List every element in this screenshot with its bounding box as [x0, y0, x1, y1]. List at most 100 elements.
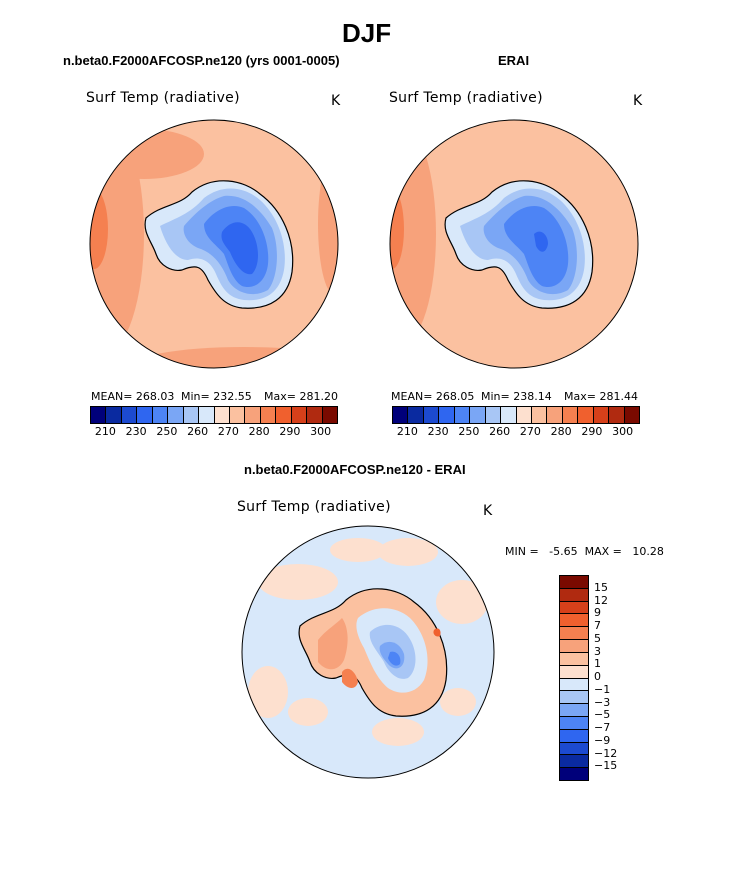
diff-colorbar-swatch — [560, 716, 588, 730]
model-colorbar-swatch — [106, 407, 122, 423]
obs-colorbar-swatch — [485, 407, 502, 423]
model-colorbar-swatch — [91, 407, 107, 423]
diff-colorbar-tick-label: 15 — [594, 580, 608, 594]
obs-units-label: K — [633, 93, 643, 109]
model-colorbar-tick-label: 260 — [187, 425, 209, 438]
obs-colorbar-swatch — [470, 407, 486, 423]
diff-colorbar-tick-label: −12 — [594, 746, 618, 760]
obs-min-stat: Min= 238.14 — [481, 390, 552, 403]
model-colorbar-swatch — [152, 407, 169, 423]
obs-colorbar-swatch — [624, 407, 639, 423]
obs-colorbar-swatch — [439, 407, 455, 423]
obs-variable-label: Surf Temp (radiative) — [389, 90, 543, 106]
model-max-stat: Max= 281.20 — [264, 390, 338, 403]
model-mean-stat: MEAN= 268.03 — [91, 390, 175, 403]
model-colorbar-swatch — [199, 407, 215, 423]
diff-colorbar-swatch — [560, 601, 588, 615]
model-colorbar-tick-label: 250 — [156, 425, 178, 438]
diff-colorbar-tick-label: 0 — [594, 670, 601, 683]
diff-colorbar-tick-label: −5 — [594, 708, 611, 722]
model-colorbar-tick-label: 290 — [279, 425, 301, 438]
model-units-label: K — [331, 93, 341, 109]
model-colorbar-swatch — [229, 407, 246, 423]
obs-colorbar-tick-label: 280 — [550, 425, 572, 438]
season-title: DJF — [342, 18, 392, 48]
model-colorbar-swatch — [245, 407, 261, 423]
diff-polar-map — [241, 525, 495, 779]
diff-colorbar-tick-label: 7 — [594, 619, 601, 632]
obs-panel-title: ERAI — [498, 53, 530, 68]
obs-colorbar-swatch — [593, 407, 610, 423]
diff-colorbar-tick-label: 9 — [594, 606, 601, 620]
obs-colorbar-swatch — [547, 407, 563, 423]
diff-colorbar-tick-label: 3 — [594, 644, 601, 658]
obs-colorbar-swatch — [393, 407, 409, 423]
diff-colorbar-tick-label: 12 — [594, 593, 608, 607]
obs-colorbar-swatch — [454, 407, 471, 423]
model-min-stat: Min= 232.55 — [181, 390, 252, 403]
obs-colorbar-tick-label: 300 — [612, 425, 634, 438]
model-colorbar — [90, 406, 338, 424]
obs-colorbar-tick-label: 230 — [427, 425, 449, 438]
obs-mean-stat: MEAN= 268.05 — [391, 390, 475, 403]
obs-polar-map — [389, 119, 639, 369]
diff-variable-label: Surf Temp (radiative) — [237, 499, 391, 515]
obs-colorbar-swatch — [516, 407, 532, 423]
obs-colorbar-tick-label: 250 — [458, 425, 480, 438]
diff-colorbar-tick-label: −3 — [594, 695, 611, 709]
model-colorbar-swatch — [260, 407, 277, 423]
diff-panel-title: n.beta0.F2000AFCOSP.ne120 - ERAI — [244, 462, 466, 477]
model-colorbar-tick-label: 210 — [94, 425, 116, 438]
obs-colorbar-tick-label: 270 — [519, 425, 541, 438]
obs-colorbar-swatch — [408, 407, 424, 423]
model-variable-label: Surf Temp (radiative) — [86, 90, 240, 106]
model-colorbar-swatch — [137, 407, 153, 423]
model-colorbar-swatch — [307, 407, 323, 423]
diff-units-label: K — [483, 503, 493, 519]
diff-colorbar-swatch — [560, 652, 588, 666]
diff-colorbar — [559, 575, 589, 781]
model-polar-map — [89, 119, 339, 369]
diff-colorbar-swatch — [560, 640, 588, 653]
diff-colorbar-swatch — [560, 588, 588, 602]
obs-colorbar-tick-label: 290 — [581, 425, 603, 438]
diff-colorbar-swatch — [560, 627, 588, 641]
model-colorbar-tick-label: 280 — [248, 425, 270, 438]
obs-colorbar-swatch — [562, 407, 579, 423]
diff-colorbar-tick-label: −7 — [594, 721, 611, 734]
obs-colorbar-swatch — [501, 407, 517, 423]
model-colorbar-swatch — [121, 407, 138, 423]
diff-colorbar-swatch — [560, 576, 588, 589]
model-colorbar-swatch — [276, 407, 292, 423]
diff-colorbar-swatch — [560, 729, 588, 743]
diff-colorbar-swatch — [560, 665, 588, 679]
obs-colorbar-tick-label: 260 — [489, 425, 511, 438]
diff-colorbar-tick-label: −15 — [594, 759, 618, 773]
model-colorbar-tick-label: 230 — [125, 425, 147, 438]
model-colorbar-swatch — [214, 407, 230, 423]
model-colorbar-swatch — [183, 407, 200, 423]
obs-colorbar-swatch — [423, 407, 440, 423]
model-colorbar-tick-label: 300 — [310, 425, 332, 438]
diff-colorbar-swatch — [560, 742, 588, 756]
obs-colorbar-swatch — [531, 407, 548, 423]
model-colorbar-swatch — [322, 407, 337, 423]
diff-colorbar-tick-label: 1 — [594, 657, 601, 671]
diff-colorbar-swatch — [560, 704, 588, 717]
model-colorbar-swatch — [168, 407, 184, 423]
diff-colorbar-swatch — [560, 614, 588, 628]
obs-colorbar-tick-label: 210 — [396, 425, 418, 438]
diff-colorbar-swatch — [560, 768, 588, 780]
diff-colorbar-tick-label: 5 — [594, 631, 601, 645]
obs-colorbar — [392, 406, 640, 424]
model-colorbar-tick-label: 270 — [217, 425, 239, 438]
diff-colorbar-swatch — [560, 691, 588, 705]
diff-colorbar-tick-label: −9 — [594, 733, 611, 747]
model-panel-title: n.beta0.F2000AFCOSP.ne120 (yrs 0001-0005… — [63, 53, 340, 68]
diff-colorbar-tick-label: −1 — [594, 682, 611, 696]
obs-colorbar-swatch — [609, 407, 625, 423]
obs-colorbar-swatch — [578, 407, 594, 423]
diff-colorbar-swatch — [560, 755, 588, 769]
diff-minmax-stat: MIN = -5.65 MAX = 10.28 — [505, 545, 664, 558]
diff-colorbar-swatch — [560, 678, 588, 692]
